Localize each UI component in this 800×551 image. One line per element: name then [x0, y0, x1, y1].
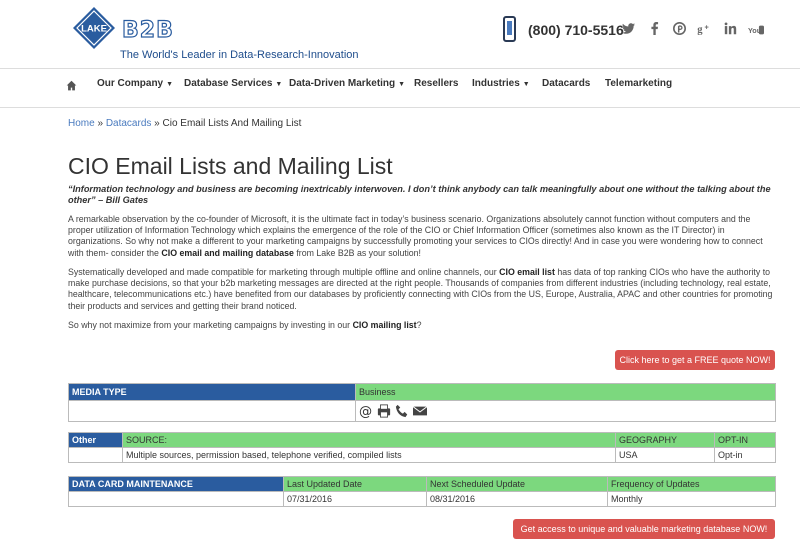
pinterest-icon[interactable] [671, 22, 687, 38]
phone-number[interactable]: (800) 710-5516 [528, 22, 624, 38]
media-type-value: Business [355, 383, 776, 401]
page-title: CIO Email Lists and Mailing List [68, 153, 393, 179]
cio-email-mailing-database-bold: CIO email and mailing database [161, 247, 294, 258]
mobile-phone-icon [503, 16, 516, 42]
caret-down-icon: ▼ [522, 81, 530, 88]
envelope-icon [412, 404, 428, 418]
tagline: The World's Leader in Data-Research-Inno… [120, 49, 359, 61]
cio-email-list-bold: CIO email list [499, 267, 555, 277]
linkedin-icon[interactable] [722, 22, 738, 38]
nav-item-resellers[interactable]: Resellers [414, 78, 459, 89]
svg-text:@: @ [359, 404, 372, 418]
fax-icon [377, 404, 391, 418]
cta-paragraph: So why not maximize from your marketing … [68, 320, 422, 330]
geography-value: USA [615, 447, 715, 463]
breadcrumb-datacards[interactable]: Datacards [105, 118, 152, 129]
svg-text:g: g [697, 25, 703, 35]
breadcrumb-separator: » [151, 118, 163, 129]
nav-item-data-driven-marketing[interactable]: Data-Driven Marketing ▼ [289, 78, 406, 89]
other-empty-cell [68, 447, 123, 463]
maintenance-empty-cell [68, 491, 284, 507]
nav-item-our-company[interactable]: Our Company ▼ [97, 78, 174, 89]
nav-item-telemarketing[interactable]: Telemarketing [605, 78, 673, 89]
lake-b2b-logo[interactable]: LAKE B2B [70, 6, 180, 56]
caret-down-icon: ▼ [398, 81, 406, 88]
breadcrumb-home[interactable]: Home [68, 118, 95, 129]
other-label: Other [68, 432, 123, 448]
next-update-value: 08/31/2016 [426, 491, 608, 507]
cio-mailing-list-bold: CIO mailing list [352, 320, 417, 330]
last-updated-header: Last Updated Date [283, 476, 427, 492]
twitter-icon[interactable] [620, 22, 636, 38]
google-plus-icon[interactable]: g + [696, 22, 712, 38]
youtube-icon[interactable]: You [748, 25, 764, 37]
free-quote-button[interactable]: Click here to get a FREE quote NOW! [615, 350, 775, 370]
logo-text: LAKE [81, 24, 107, 35]
nav-item-industries[interactable]: Industries ▼ [472, 78, 530, 89]
facebook-icon[interactable] [646, 22, 662, 38]
logo-b2b: B2B [121, 17, 174, 43]
logo-diamond-icon: LAKE [73, 7, 115, 49]
nav-item-database-services[interactable]: Database Services ▼ [184, 78, 283, 89]
maintenance-label: DATA CARD MAINTENANCE [68, 476, 284, 492]
bill-gates-quote: “Information technology and business are… [68, 184, 771, 205]
breadcrumb: Home » Datacards » Cio Email Lists And M… [68, 118, 301, 129]
source-value: Multiple sources, permission based, tele… [122, 447, 616, 463]
access-database-button[interactable]: Get access to unique and valuable market… [513, 519, 775, 539]
svg-text:You: You [748, 26, 761, 35]
breadcrumb-separator: » [94, 118, 106, 129]
media-type-table: MEDIA TYPE Business @ [68, 383, 776, 422]
nav-item-datacards[interactable]: Datacards [542, 78, 591, 89]
at-sign-icon: @ [359, 404, 373, 419]
geography-header: GEOGRAPHY [615, 432, 715, 448]
intro-paragraph: A remarkable observation by the co-found… [68, 214, 763, 258]
frequency-header: Frequency of Updates [607, 476, 776, 492]
svg-text:+: + [704, 22, 708, 31]
other-table: Other SOURCE: GEOGRAPHY OPT-IN Multiple … [68, 432, 776, 463]
media-type-header: MEDIA TYPE [68, 383, 356, 401]
main-navigation: Our Company ▼ Database Services ▼ Data-Dri… [0, 68, 800, 108]
home-icon[interactable] [66, 78, 80, 92]
last-updated-value: 07/31/2016 [283, 491, 427, 507]
site-header: LAKE B2B The World's Leader in Data-Rese… [0, 0, 800, 68]
opt-in-value: Opt-in [714, 447, 776, 463]
next-update-header: Next Scheduled Update [426, 476, 608, 492]
breadcrumb-current: Cio Email Lists And Mailing List [162, 118, 302, 129]
caret-down-icon: ▼ [275, 81, 283, 88]
media-icons-cell: @ [355, 400, 776, 422]
frequency-value: Monthly [607, 491, 776, 507]
phone-icon [395, 404, 409, 418]
source-header: SOURCE: [122, 432, 616, 448]
caret-down-icon: ▼ [166, 81, 174, 88]
data-card-maintenance-table: DATA CARD MAINTENANCE Last Updated Date … [68, 476, 776, 507]
opt-in-header: OPT-IN [714, 432, 776, 448]
description-paragraph: Systematically developed and made compat… [68, 267, 773, 311]
media-type-empty-cell [68, 400, 356, 422]
